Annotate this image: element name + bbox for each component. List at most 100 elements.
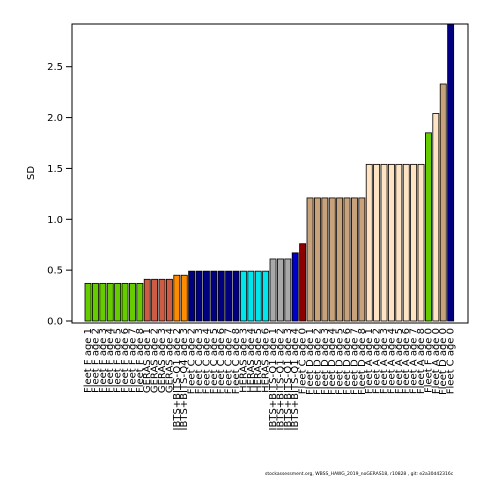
- x-tick-label: Fleet C age 7: [224, 328, 235, 394]
- bar: [417, 163, 425, 322]
- bar: [313, 197, 321, 322]
- x-tick-label: HERAS age 3: [238, 328, 249, 393]
- bar: [151, 278, 159, 322]
- x-tick-label: Fleet A age 7: [409, 328, 420, 394]
- x-tick-label: Fleet C age 3: [194, 328, 205, 394]
- x-tick-label: HERAS age 5: [253, 328, 264, 393]
- bar: [232, 270, 240, 322]
- plot-frame: [71, 23, 469, 324]
- y-tick-label: 2.0: [47, 113, 63, 124]
- bar: [432, 113, 440, 322]
- bar: [402, 163, 410, 322]
- bar: [395, 163, 403, 322]
- bar: [291, 252, 299, 322]
- x-tick-label: Fleet C age 4: [201, 328, 212, 394]
- x-tick-label: Fleet D age 2: [312, 328, 323, 395]
- footer-credit: stockassessment.org, WBSS_HAWG_2019_noGE…: [265, 472, 454, 477]
- bar: [121, 282, 129, 322]
- x-tick-label: Fleet A age 6: [401, 328, 412, 394]
- x-tick-label: HERAS age 6: [261, 328, 272, 393]
- x-tick-label: Fleet A age 4: [386, 328, 397, 394]
- x-tick-label: Fleet D age 4: [327, 328, 338, 395]
- bar: [350, 197, 358, 322]
- x-tick-label: Fleet F age 8: [135, 328, 146, 393]
- x-tick-label: Fleet D age 7: [349, 328, 360, 395]
- bar: [210, 270, 218, 322]
- x-tick-label: Fleet C age 0: [298, 328, 309, 394]
- x-tick-label: Fleet C age 2: [187, 328, 198, 394]
- bar: [447, 23, 455, 322]
- y-tick-label: 1.5: [47, 164, 63, 175]
- y-axis-label: SD: [26, 166, 37, 180]
- bar: [217, 270, 225, 322]
- y-tick-label: 2.5: [47, 62, 63, 73]
- bar: [387, 163, 395, 322]
- x-tick-label: Fleet D age 6: [342, 328, 353, 395]
- bars-group: [84, 23, 455, 322]
- x-tick-label: Fleet A age 1: [364, 328, 375, 394]
- x-tick-label: Fleet C age 5: [209, 328, 220, 394]
- bar: [114, 282, 122, 322]
- bar: [239, 270, 247, 322]
- bar: [262, 270, 270, 322]
- bar: [373, 163, 381, 322]
- x-tick-label: GERAS age 3: [157, 328, 168, 393]
- x-tick-label: Fleet F age 7: [127, 328, 138, 393]
- x-tick-label: Fleet D age 5: [335, 328, 346, 395]
- bar: [276, 258, 284, 322]
- x-tick-label: Fleet A age 5: [394, 328, 405, 394]
- bar: [143, 278, 151, 322]
- bar: [158, 278, 166, 322]
- bar: [321, 197, 329, 322]
- x-tick-label: IBTS+BITS-Q4 age 3: [179, 328, 190, 430]
- x-tick-label: Fleet A age 8: [416, 328, 427, 394]
- bar: [380, 163, 388, 322]
- bar: [128, 282, 136, 322]
- x-tick-label: IBTS+BITS-Q1 age 4: [290, 328, 301, 430]
- bar: [269, 258, 277, 322]
- x-tick-label: GERAS age 1: [142, 328, 153, 393]
- bar: [202, 270, 210, 322]
- bar: [306, 197, 314, 322]
- bar: [358, 197, 366, 322]
- bar: [225, 270, 233, 322]
- x-tick-label: Fleet D age 8: [357, 328, 368, 395]
- x-tick-label: Fleet F age 6: [120, 328, 131, 393]
- bar: [247, 270, 255, 322]
- bar: [165, 278, 173, 322]
- x-tick-label: Fleet A age 3: [379, 328, 390, 394]
- bar: [195, 270, 203, 322]
- bar: [328, 197, 336, 322]
- x-tick-label: Fleet D age 0: [438, 328, 449, 395]
- x-tick-label: IBTS+BITS-Q1 age 2: [275, 328, 286, 430]
- x-tick-label: Fleet F age 0: [423, 328, 434, 393]
- bar: [92, 282, 99, 322]
- bar: [254, 270, 262, 322]
- x-tick-label: Fleet F age 1: [83, 328, 94, 393]
- bar: [106, 282, 114, 322]
- x-tick-label: Fleet D age 1: [305, 328, 316, 395]
- bar: [180, 274, 188, 322]
- x-tick-label: Fleet C age 6: [216, 328, 227, 394]
- y-tick-label: 1.0: [47, 215, 63, 226]
- bar: [410, 163, 418, 322]
- x-tick-label: IBTS+BITS-Q1 age 1: [268, 328, 279, 430]
- x-tick-label: Fleet F age 4: [105, 328, 116, 393]
- bar: [365, 163, 373, 322]
- x-tick-label: Fleet C age 8: [231, 328, 242, 394]
- y-tick-label: 0.5: [47, 266, 63, 277]
- x-tick-label: IBTS+BITS-Q1 age 3: [283, 328, 294, 430]
- x-tick-label: Fleet C age 0: [446, 328, 457, 394]
- bar: [136, 282, 144, 322]
- bar: [188, 270, 196, 322]
- x-tick-label: Fleet D age 3: [320, 328, 331, 395]
- x-tick-label: Fleet F age 2: [90, 328, 101, 393]
- x-tick-label: GERAS age 4: [164, 328, 175, 393]
- bar: [439, 83, 447, 322]
- x-tick-label: IBTS+BITS-Q1 age 2: [172, 328, 183, 430]
- x-tick-label: Fleet F age 5: [113, 328, 124, 393]
- y-axis: 0.0 0.5 1.0 1.5 2.0 2.5: [47, 62, 72, 328]
- bar: [84, 282, 92, 322]
